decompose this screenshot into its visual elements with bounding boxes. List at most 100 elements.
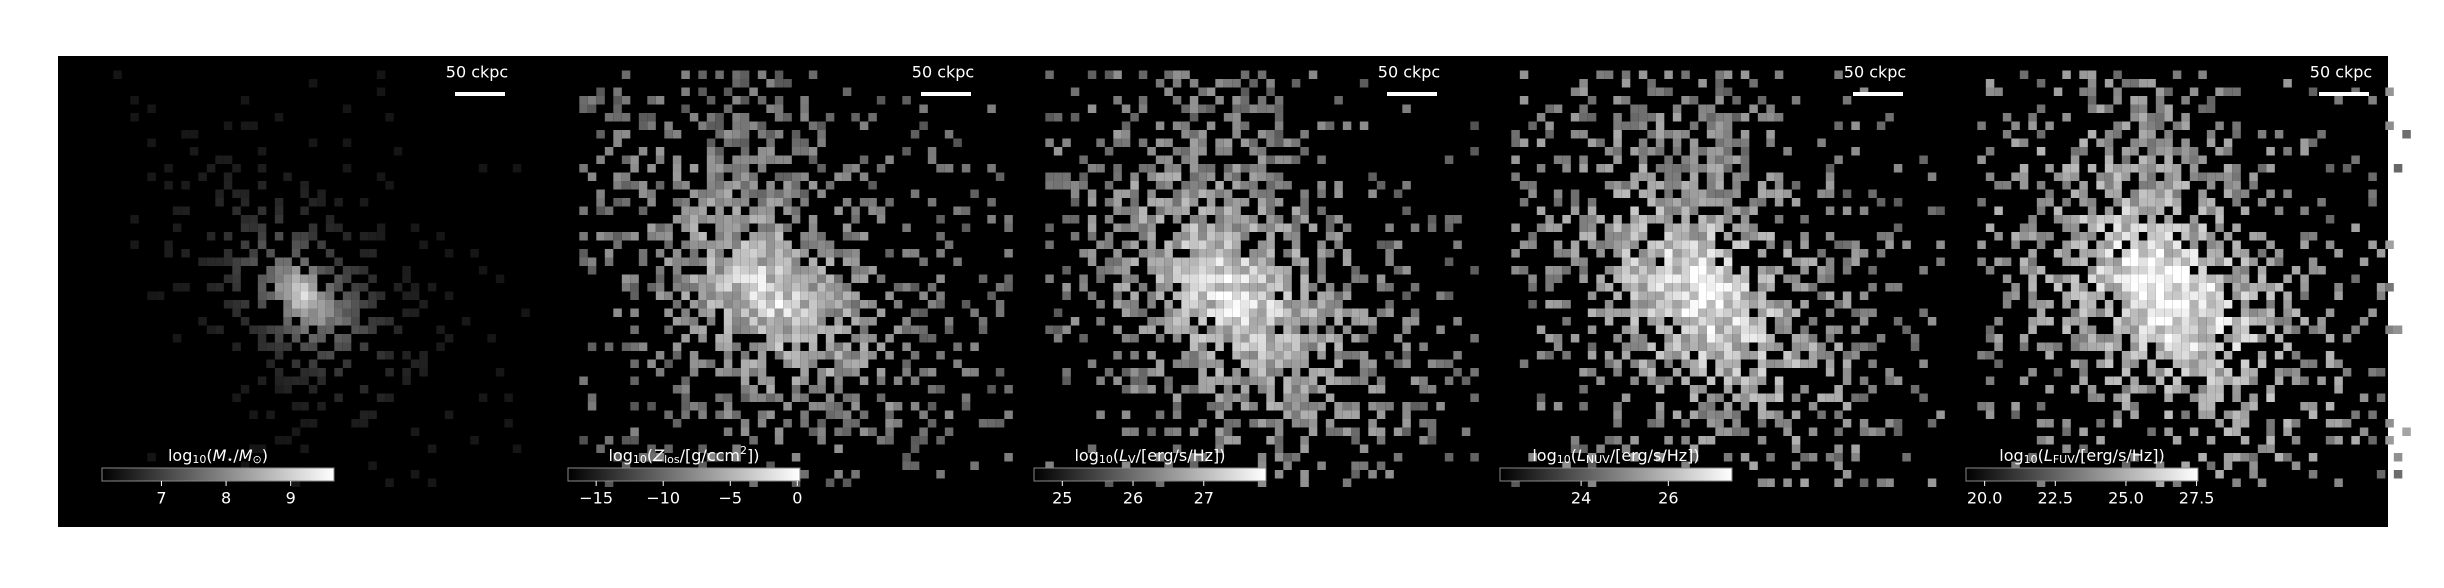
- pixel: [1274, 215, 1284, 224]
- pixel: [2096, 308, 2105, 317]
- pixel: [1470, 121, 1479, 130]
- pixel: [2028, 223, 2037, 232]
- pixel: [1985, 266, 1995, 275]
- pixel: [1147, 172, 1156, 181]
- pixel: [1698, 164, 1707, 173]
- pixel: [1334, 215, 1343, 224]
- pixel: [495, 274, 505, 283]
- pixel: [1121, 410, 1131, 419]
- pixel: [740, 308, 750, 317]
- pixel: [1181, 181, 1190, 190]
- pixel: [698, 410, 707, 419]
- pixel: [1004, 215, 1013, 224]
- pixel: [2172, 376, 2182, 385]
- pixel: [613, 232, 622, 241]
- pixel: [1130, 223, 1139, 232]
- pixel: [2206, 410, 2216, 419]
- pixel: [630, 155, 639, 164]
- pixel: [1087, 359, 1097, 368]
- pixel: [2240, 189, 2250, 198]
- pixel: [2232, 334, 2241, 343]
- pixel: [706, 359, 716, 368]
- pixel: [283, 385, 292, 394]
- pixel: [2104, 172, 2114, 181]
- pixel: [817, 189, 826, 198]
- pixel: [2198, 342, 2207, 351]
- pixel: [1672, 104, 1682, 113]
- pixel: [1715, 164, 1724, 173]
- pixel: [1715, 130, 1724, 139]
- pixel: [1893, 427, 1903, 436]
- pixel: [1570, 240, 1580, 249]
- pixel: [2079, 427, 2088, 436]
- pixel: [266, 274, 275, 283]
- pixel: [672, 215, 682, 224]
- pixel: [1783, 249, 1792, 258]
- pixel: [842, 232, 852, 241]
- pixel: [723, 240, 733, 249]
- pixel: [1613, 291, 1622, 300]
- pixel: [681, 402, 690, 411]
- pixel: [1249, 257, 1258, 266]
- pixel: [1655, 453, 1665, 462]
- pixel: [2232, 121, 2241, 130]
- pixel: [2096, 240, 2105, 249]
- pixel: [698, 87, 707, 96]
- pixel: [927, 155, 937, 164]
- pixel: [1681, 334, 1690, 343]
- pixel: [2172, 308, 2182, 317]
- pixel: [2249, 317, 2258, 326]
- pixel: [953, 342, 962, 351]
- pixel: [2334, 249, 2343, 258]
- pixel: [1621, 325, 1631, 334]
- pixel: [579, 257, 588, 266]
- pixel: [342, 266, 352, 275]
- pixel: [2087, 87, 2097, 96]
- pixel: [1706, 317, 1716, 326]
- pixel: [1655, 164, 1665, 173]
- pixel: [587, 104, 597, 113]
- pixel: [1664, 232, 1673, 241]
- pixel: [1164, 283, 1173, 292]
- pixel: [825, 402, 835, 411]
- pixel: [1732, 325, 1741, 334]
- pixel: [817, 164, 826, 173]
- pixel: [1689, 96, 1699, 105]
- pixel: [2291, 461, 2301, 470]
- pixel: [1274, 436, 1284, 445]
- pixel: [1842, 359, 1852, 368]
- pixel: [325, 215, 335, 224]
- pixel: [706, 181, 716, 190]
- pixel: [851, 300, 860, 309]
- tick-label: 27.5: [2179, 489, 2215, 508]
- tick-label: 25.0: [2108, 489, 2144, 508]
- pixel: [1181, 274, 1190, 283]
- pixel: [1587, 113, 1597, 122]
- pixel: [2300, 147, 2309, 156]
- pixel: [859, 325, 869, 334]
- pixel: [1172, 393, 1182, 402]
- pixel: [2172, 385, 2182, 394]
- pixel: [621, 181, 631, 190]
- pixel: [1266, 257, 1275, 266]
- pixel: [2113, 70, 2122, 79]
- pixel: [1587, 198, 1597, 207]
- pixel: [774, 249, 784, 258]
- pixel: [961, 368, 971, 377]
- pixel: [1096, 266, 1105, 275]
- pixel: [1876, 334, 1886, 343]
- pixel: [1655, 198, 1665, 207]
- pixel: [1274, 138, 1284, 147]
- pixel: [2308, 325, 2318, 334]
- pixel: [1664, 164, 1673, 173]
- pixel: [1834, 300, 1843, 309]
- pixel: [851, 402, 860, 411]
- pixel: [1300, 206, 1309, 215]
- pixel: [2062, 419, 2071, 428]
- pixel: [732, 164, 741, 173]
- pixel: [1985, 79, 1995, 88]
- pixel: [1172, 96, 1182, 105]
- pixel: [2240, 376, 2250, 385]
- pixel: [1113, 138, 1122, 147]
- pixel: [2019, 138, 2029, 147]
